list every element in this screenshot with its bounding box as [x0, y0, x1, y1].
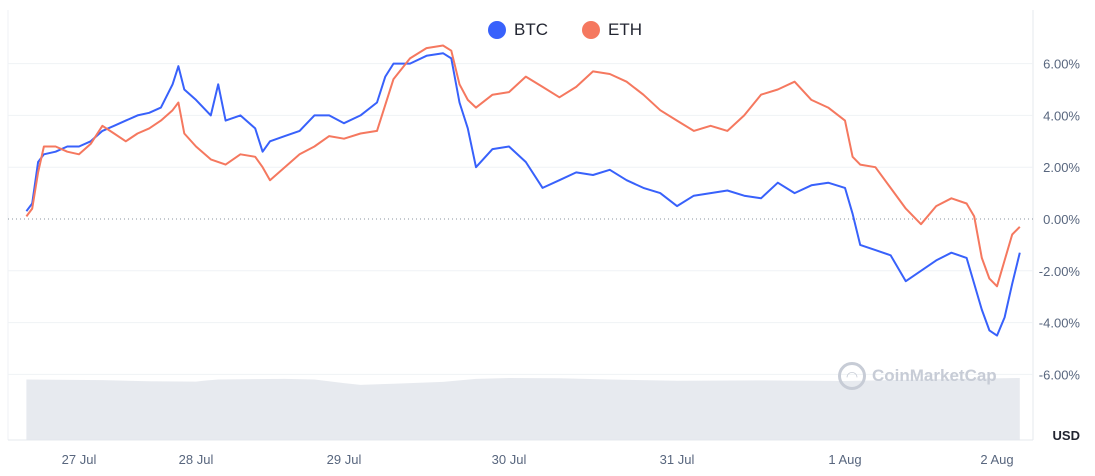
volume-area — [26, 378, 1020, 440]
x-tick-label: 30 Jul — [492, 452, 527, 467]
x-tick-label: 1 Aug — [828, 452, 861, 467]
legend-label-btc: BTC — [514, 20, 548, 39]
series-line-btc — [25, 52, 1021, 337]
y-tick-label: 0.00% — [1043, 212, 1080, 227]
series-line-eth — [25, 44, 1021, 288]
y-tick-label: 6.00% — [1043, 57, 1080, 72]
coinmarketcap-logo-icon: ◠ — [838, 362, 866, 390]
watermark: ◠ CoinMarketCap — [838, 362, 997, 390]
x-tick-label: 31 Jul — [660, 452, 695, 467]
y-tick-label: -4.00% — [1039, 316, 1081, 331]
watermark-text: CoinMarketCap — [872, 366, 997, 385]
y-axis-unit-label: USD — [1053, 428, 1080, 443]
legend-item-btc[interactable]: BTC — [488, 20, 548, 40]
legend-item-eth[interactable]: ETH — [582, 20, 642, 40]
x-tick-label: 2 Aug — [980, 452, 1013, 467]
y-tick-label: -2.00% — [1039, 264, 1081, 279]
btc-legend-dot-icon — [488, 21, 506, 39]
chart-legend: BTC ETH — [488, 20, 642, 40]
y-tick-label: 2.00% — [1043, 160, 1080, 175]
y-tick-label: -6.00% — [1039, 367, 1081, 382]
y-tick-label: 4.00% — [1043, 108, 1080, 123]
eth-legend-dot-icon — [582, 21, 600, 39]
legend-label-eth: ETH — [608, 20, 642, 39]
x-tick-label: 27 Jul — [62, 452, 97, 467]
x-tick-label: 28 Jul — [179, 452, 214, 467]
x-tick-label: 29 Jul — [327, 452, 362, 467]
